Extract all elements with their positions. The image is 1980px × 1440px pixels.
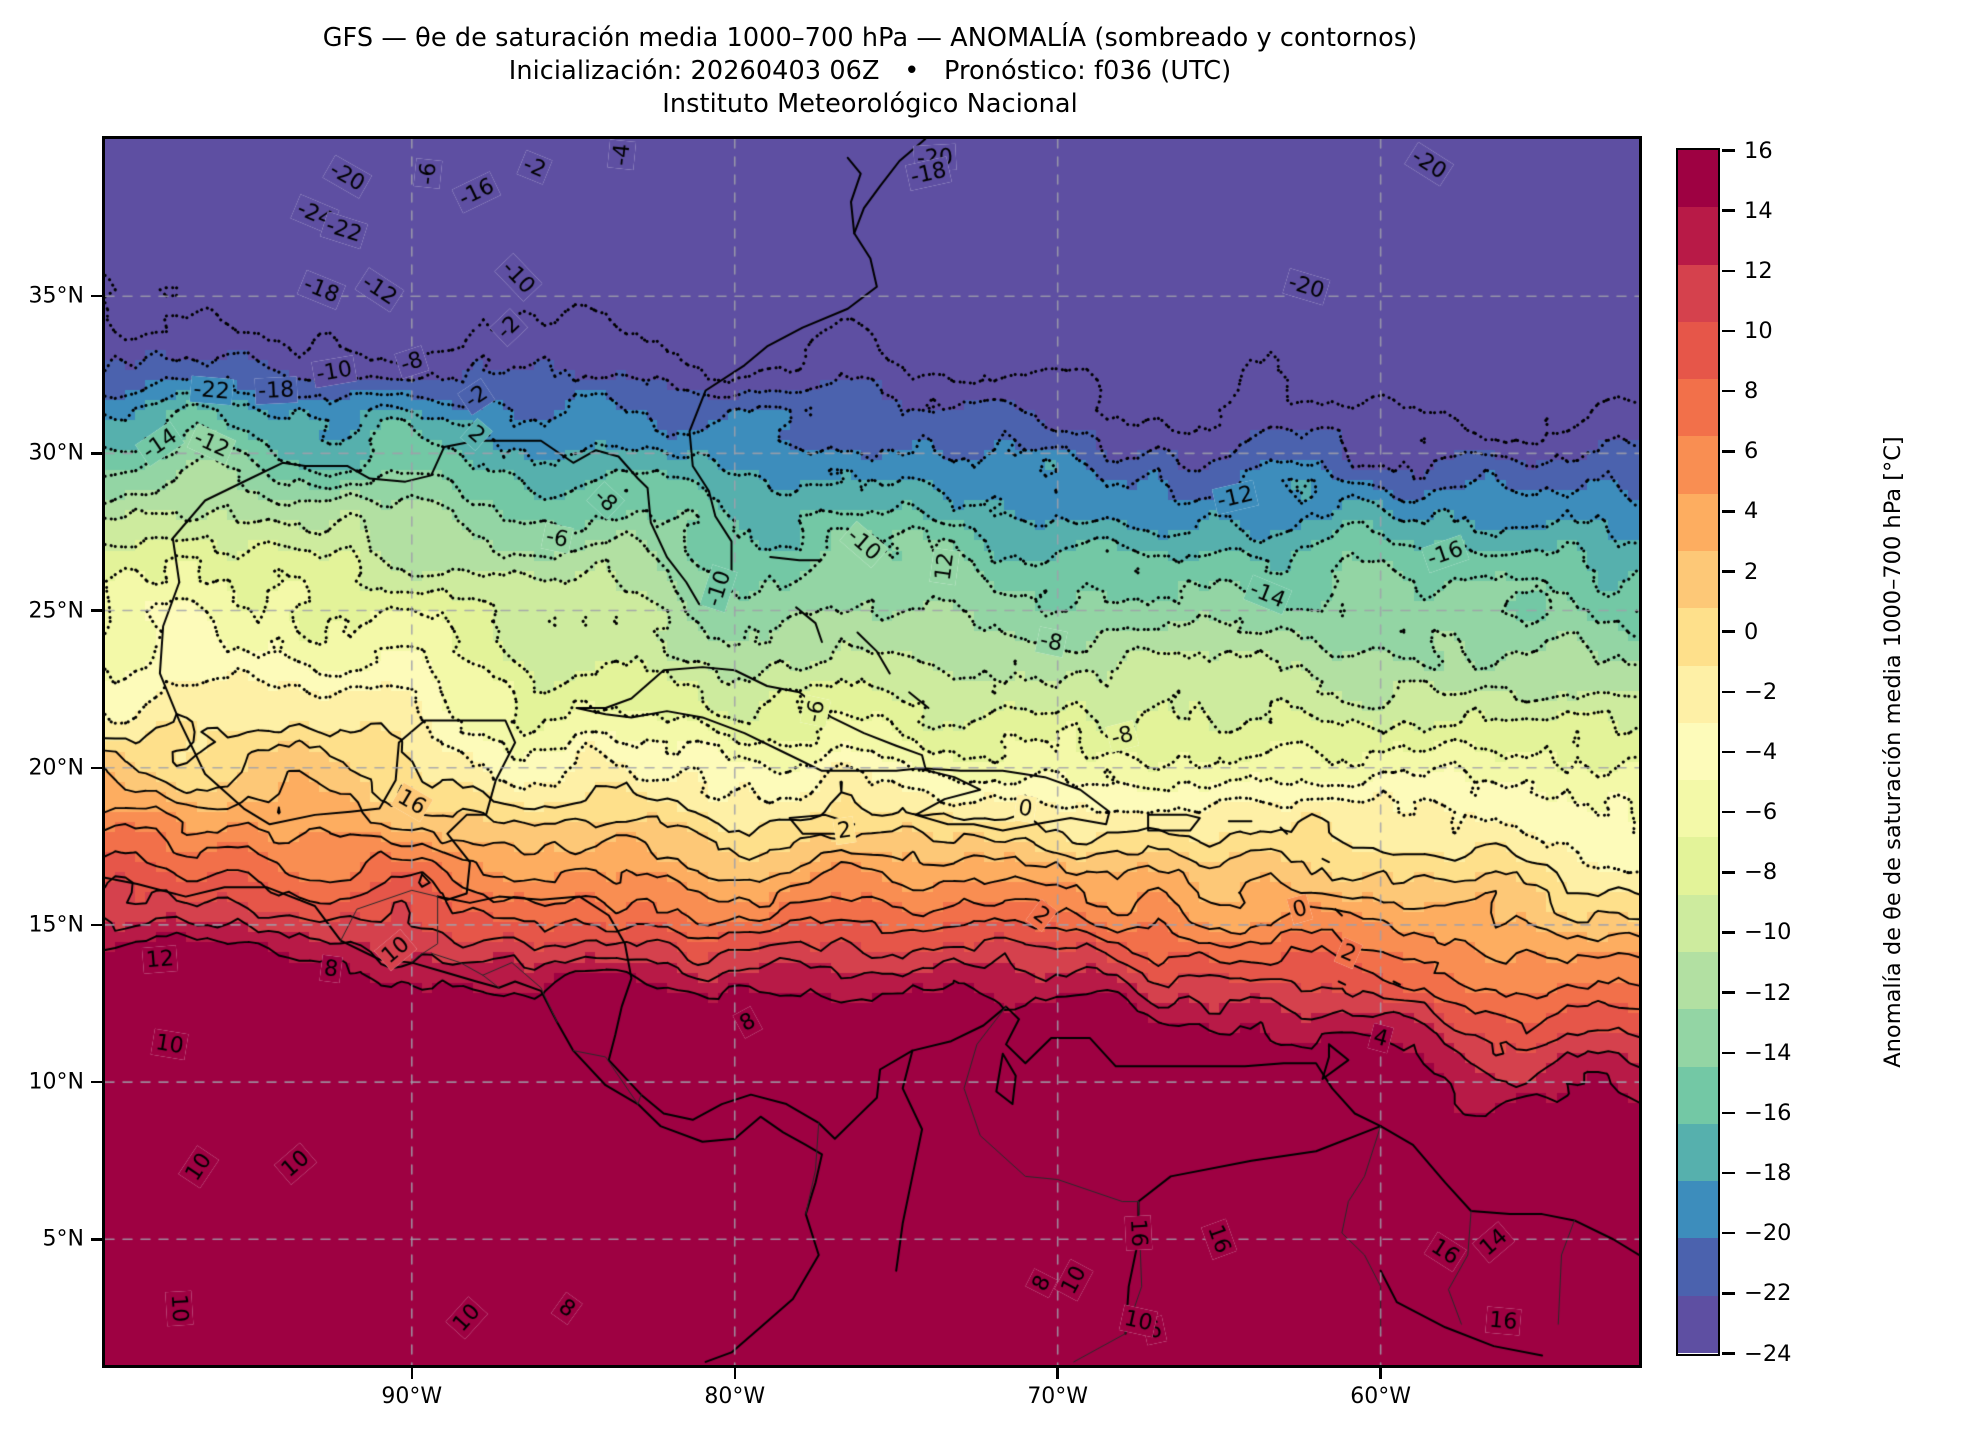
x-tick-mark: [1056, 1368, 1059, 1379]
y-tick-label: 10°N: [28, 1069, 84, 1095]
colorbar-tick-mark: [1722, 1111, 1735, 1115]
colorbar-tick-mark: [1722, 630, 1735, 633]
colorbar-segment: [1678, 1238, 1718, 1296]
x-tick-label: 70°W: [1027, 1384, 1089, 1409]
colorbar-tick-label: −22: [1744, 1280, 1792, 1307]
colorbar-tick-mark: [1722, 329, 1735, 333]
y-tick-label: 25°N: [28, 598, 84, 624]
x-tick-mark: [1379, 1368, 1382, 1379]
colorbar-tick-label: −8: [1744, 859, 1778, 886]
colorbar-tick-mark: [1722, 871, 1735, 874]
colorbar-segment: [1678, 1066, 1718, 1124]
colorbar-tick-mark: [1722, 750, 1735, 754]
colorbar-tick-label: 6: [1744, 438, 1759, 465]
y-tick-label: 5°N: [42, 1226, 84, 1252]
colorbar-tick-mark: [1722, 450, 1735, 453]
colorbar-tick-label: −6: [1744, 799, 1778, 826]
chart-subtitle-run: Inicialización: 20260403 06Z • Pronóstic…: [508, 56, 1232, 86]
colorbar-tick-label: 8: [1744, 378, 1759, 405]
colorbar-tick-label: 10: [1744, 317, 1773, 344]
colorbar-tick-mark: [1722, 149, 1735, 152]
colorbar-tick-label: 4: [1744, 498, 1759, 525]
chart-subtitle-source: Instituto Meteorológico Nacional: [662, 89, 1078, 119]
colorbar-segment: [1678, 493, 1718, 551]
chart-title-block: GFS — θe de saturación media 1000–700 hP…: [0, 22, 1740, 121]
colorbar-tick-label: 16: [1744, 137, 1773, 164]
y-tick-mark: [91, 1238, 102, 1241]
colorbar-tick-label: −4: [1744, 739, 1778, 765]
colorbar-segment: [1678, 722, 1718, 781]
y-tick-mark: [91, 766, 102, 770]
x-tick-mark: [410, 1368, 414, 1379]
y-tick-label: 35°N: [28, 283, 84, 309]
colorbar-tick-mark: [1722, 510, 1735, 513]
colorbar-tick-label: 12: [1744, 257, 1773, 284]
colorbar-tick-label: −16: [1744, 1099, 1792, 1126]
map-plot-area: [102, 136, 1642, 1368]
colorbar-tick-label: −12: [1744, 979, 1792, 1006]
y-tick-label: 15°N: [28, 912, 84, 938]
y-tick-mark: [91, 452, 102, 455]
colorbar-segment: [1678, 150, 1718, 208]
colorbar-tick-mark: [1722, 1352, 1735, 1355]
y-tick-mark: [91, 294, 102, 298]
colorbar-tick-mark: [1722, 209, 1735, 212]
colorbar-tick-mark: [1722, 931, 1735, 934]
colorbar-segment: [1678, 951, 1718, 1010]
colorbar-segment: [1678, 665, 1718, 723]
colorbar-tick-mark: [1722, 1171, 1735, 1175]
colorbar-segment: [1678, 207, 1718, 265]
colorbar-segment: [1678, 608, 1718, 666]
anomaly-field-canvas: [105, 139, 1639, 1365]
colorbar-tick-mark: [1722, 1231, 1735, 1235]
colorbar-segment: [1678, 264, 1718, 322]
colorbar-tick-label: −2: [1744, 678, 1778, 705]
x-tick-mark: [733, 1368, 737, 1379]
colorbar-tick-label: −24: [1744, 1340, 1792, 1367]
colorbar-tick-mark: [1722, 1051, 1735, 1054]
y-tick-mark: [91, 1080, 102, 1084]
colorbar-segment: [1678, 1295, 1718, 1353]
colorbar-tick-mark: [1722, 991, 1735, 994]
colorbar-segment: [1678, 894, 1718, 952]
colorbar-label: Anomalía de θe de saturación media 1000–…: [1880, 436, 1906, 1068]
colorbar-tick-mark: [1722, 1292, 1735, 1295]
y-tick-label: 20°N: [28, 755, 84, 781]
colorbar-tick-label: 14: [1744, 197, 1773, 224]
colorbar-segment: [1678, 1123, 1718, 1182]
colorbar-tick-label: −18: [1744, 1160, 1792, 1187]
colorbar-tick-mark: [1722, 690, 1735, 694]
colorbar-tick-mark: [1722, 269, 1735, 273]
colorbar: [1676, 148, 1720, 1356]
colorbar-tick-label: −20: [1744, 1220, 1792, 1247]
colorbar-segment: [1678, 837, 1718, 895]
colorbar-tick-label: 2: [1744, 558, 1759, 585]
page-title: GFS — θe de saturación media 1000–700 hP…: [322, 23, 1418, 53]
colorbar-tick-label: 0: [1744, 618, 1759, 645]
colorbar-segment: [1678, 550, 1718, 609]
colorbar-tick-mark: [1722, 389, 1735, 393]
colorbar-tick-label: −14: [1744, 1039, 1792, 1066]
colorbar-tick-mark: [1722, 810, 1735, 814]
colorbar-segment: [1678, 321, 1718, 380]
colorbar-segment: [1678, 379, 1718, 437]
colorbar-segment: [1678, 1009, 1718, 1067]
x-tick-label: 80°W: [704, 1384, 766, 1409]
y-tick-label: 30°N: [28, 440, 84, 466]
colorbar-tick-mark: [1722, 570, 1735, 573]
y-tick-mark: [91, 923, 102, 927]
colorbar-segment: [1678, 1181, 1718, 1239]
x-tick-label: 90°W: [381, 1384, 443, 1409]
colorbar-segment: [1678, 436, 1718, 494]
colorbar-tick-label: −10: [1744, 919, 1792, 946]
colorbar-segment: [1678, 780, 1718, 838]
y-tick-mark: [91, 609, 102, 612]
x-tick-label: 60°W: [1350, 1384, 1412, 1409]
